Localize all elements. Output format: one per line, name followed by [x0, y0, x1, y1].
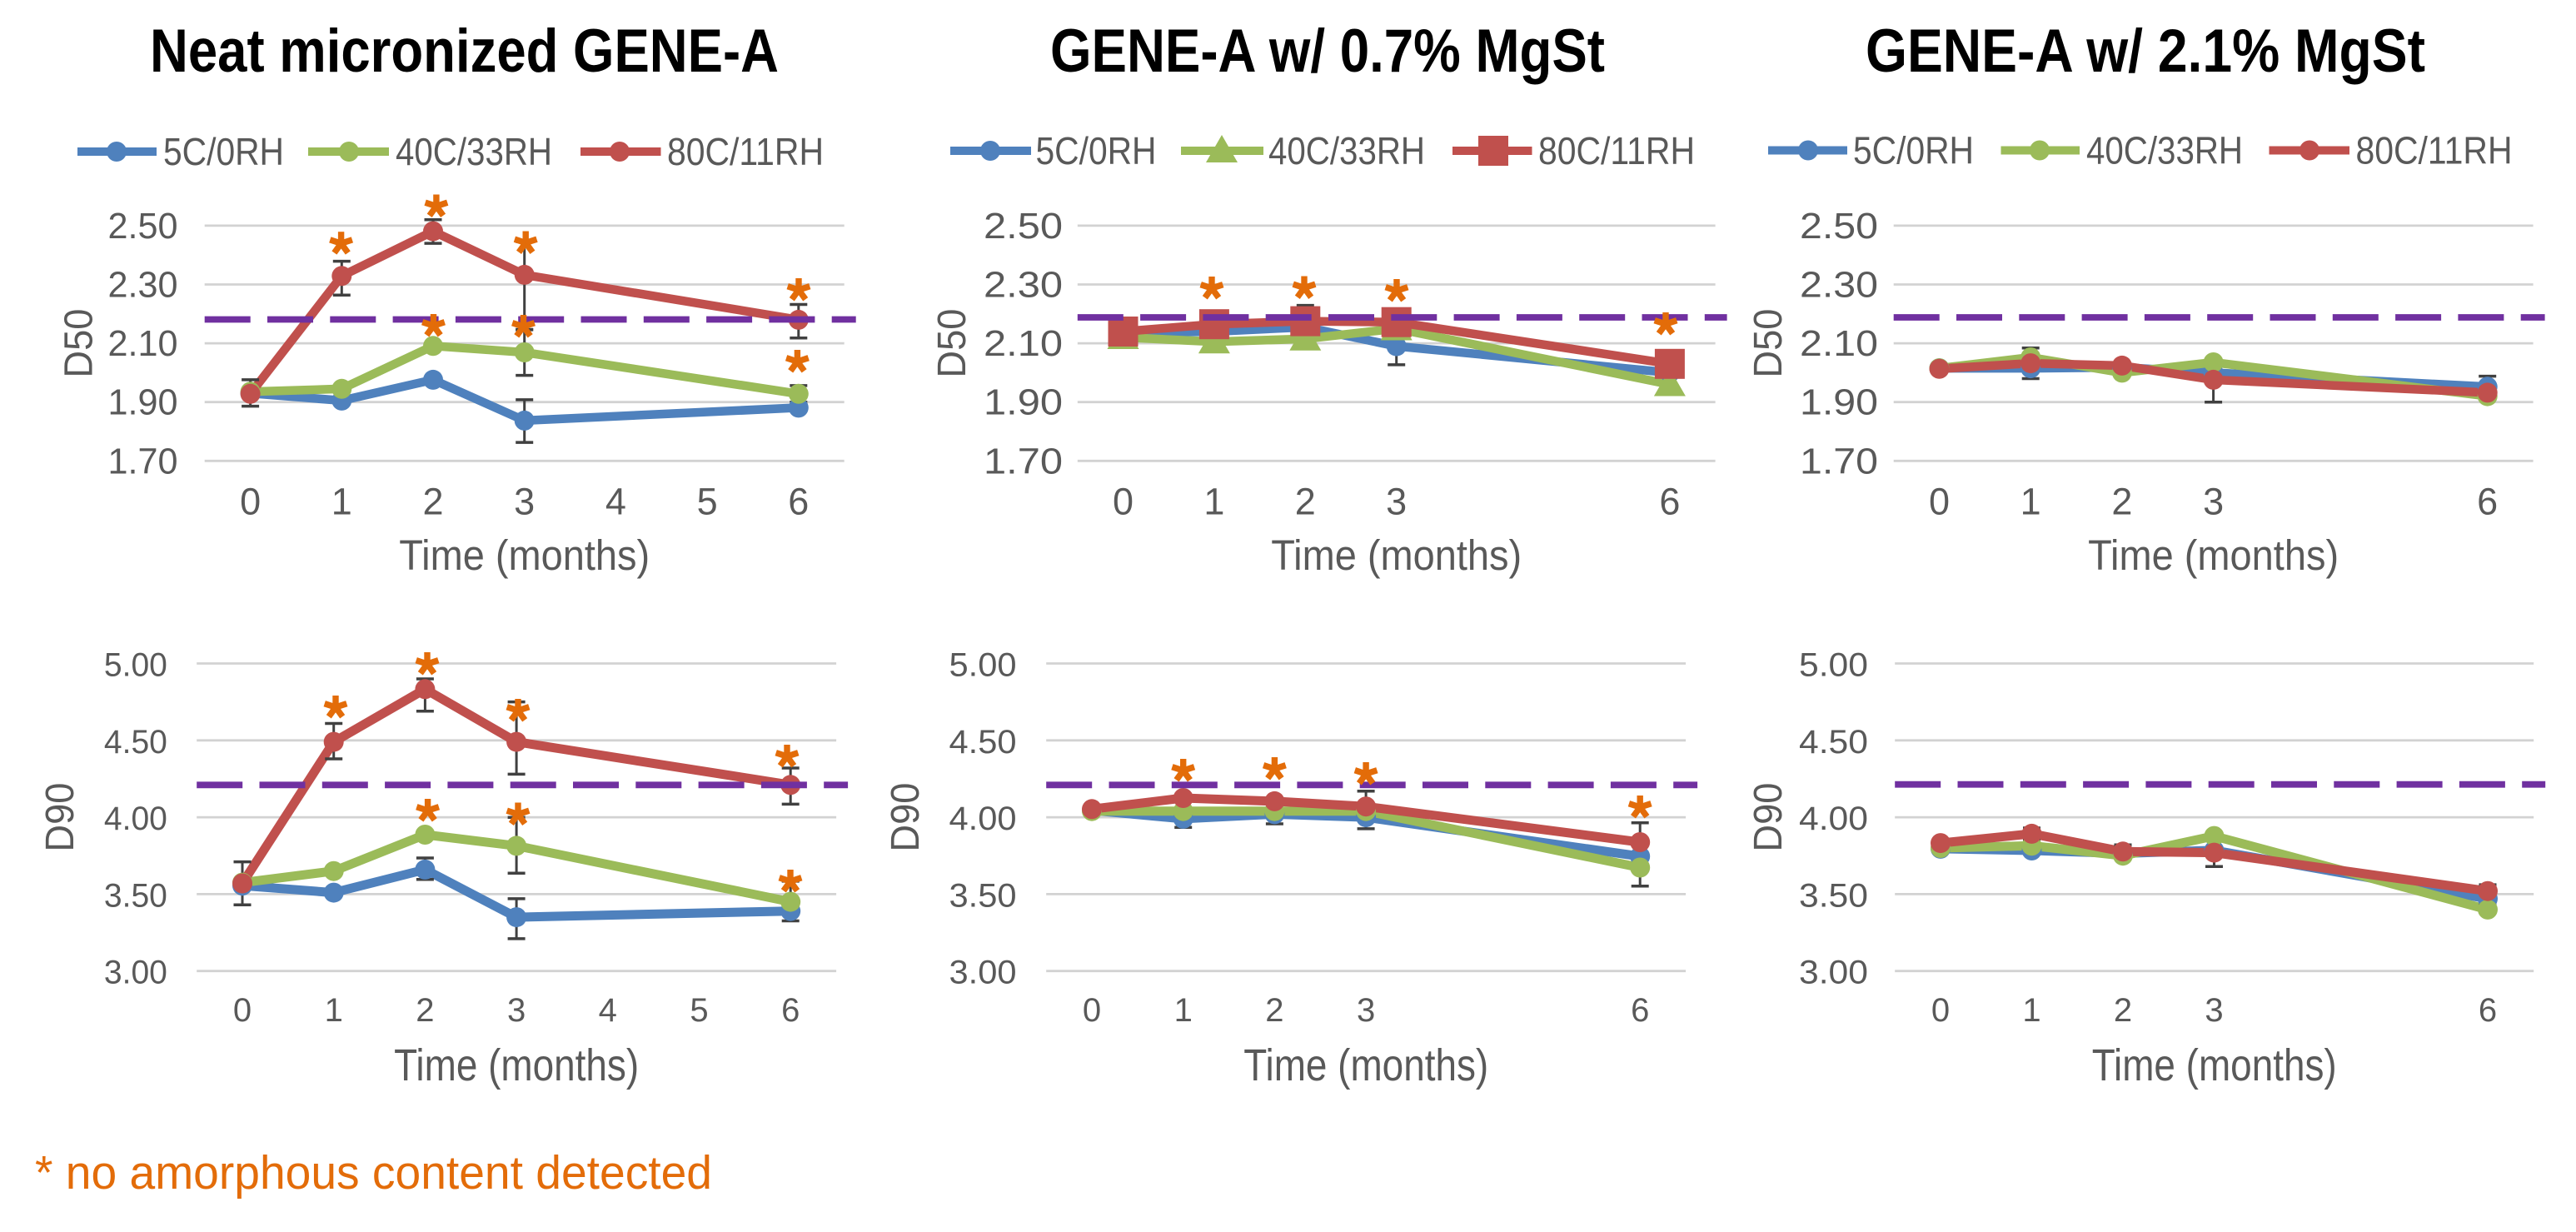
- svg-text:3.00: 3.00: [1799, 955, 1868, 991]
- svg-text:3.50: 3.50: [104, 877, 167, 914]
- svg-text:2.30: 2.30: [108, 265, 178, 306]
- svg-text:5C/0RH: 5C/0RH: [1853, 129, 1974, 172]
- svg-text:80C/11RH: 80C/11RH: [667, 130, 824, 173]
- svg-text:5C/0RH: 5C/0RH: [1036, 129, 1157, 172]
- svg-text:D90: D90: [1746, 783, 1791, 852]
- svg-text:3: 3: [514, 481, 535, 523]
- svg-text:Time (months): Time (months): [2088, 531, 2339, 579]
- svg-text:3: 3: [2205, 992, 2223, 1029]
- svg-text:Time (months): Time (months): [399, 531, 650, 579]
- svg-text:2: 2: [1265, 992, 1283, 1029]
- svg-text:5: 5: [690, 992, 708, 1029]
- svg-text:Neat micronized GENE-A: Neat micronized GENE-A: [150, 17, 779, 85]
- svg-text:2: 2: [422, 481, 443, 523]
- svg-text:4.00: 4.00: [1799, 801, 1868, 837]
- svg-text:6: 6: [1659, 481, 1680, 523]
- svg-text:5: 5: [697, 481, 718, 523]
- svg-text:5.00: 5.00: [104, 647, 167, 684]
- svg-text:5.00: 5.00: [949, 647, 1017, 684]
- svg-text:6: 6: [2477, 481, 2498, 523]
- svg-text:3.50: 3.50: [949, 877, 1017, 914]
- svg-text:4.50: 4.50: [1799, 724, 1868, 761]
- svg-text:2.50: 2.50: [1800, 206, 1878, 247]
- svg-text:1.90: 1.90: [1800, 382, 1878, 423]
- svg-text:D50: D50: [930, 309, 974, 378]
- svg-text:5C/0RH: 5C/0RH: [163, 130, 284, 173]
- svg-text:4: 4: [605, 481, 626, 523]
- svg-text:3: 3: [1357, 992, 1375, 1029]
- svg-text:GENE-A w/ 0.7% MgSt: GENE-A w/ 0.7% MgSt: [1050, 17, 1605, 85]
- svg-text:1.70: 1.70: [984, 441, 1063, 481]
- svg-text:0: 0: [1113, 481, 1134, 523]
- svg-text:2.30: 2.30: [984, 265, 1063, 306]
- svg-text:Time (months): Time (months): [2092, 1040, 2337, 1090]
- svg-text:3.00: 3.00: [949, 955, 1017, 991]
- svg-text:1: 1: [2020, 481, 2041, 523]
- svg-text:0: 0: [1929, 481, 1950, 523]
- svg-text:2.50: 2.50: [108, 206, 178, 247]
- svg-text:5.00: 5.00: [1799, 647, 1868, 684]
- svg-text:3.50: 3.50: [1799, 877, 1868, 914]
- svg-text:4.50: 4.50: [104, 724, 167, 761]
- svg-text:1: 1: [331, 481, 352, 523]
- svg-text:3: 3: [507, 992, 526, 1029]
- svg-text:1: 1: [325, 992, 343, 1029]
- svg-text:6: 6: [788, 481, 809, 523]
- svg-text:0: 0: [240, 481, 261, 523]
- svg-text:4: 4: [599, 992, 617, 1029]
- svg-text:2.10: 2.10: [1800, 323, 1878, 364]
- svg-text:6: 6: [1631, 992, 1649, 1029]
- svg-text:40C/33RH: 40C/33RH: [1268, 129, 1425, 172]
- svg-text:1: 1: [1174, 992, 1193, 1029]
- svg-text:80C/11RH: 80C/11RH: [2356, 129, 2513, 172]
- svg-text:2: 2: [416, 992, 434, 1029]
- svg-text:D50: D50: [1746, 309, 1791, 378]
- svg-text:2: 2: [1295, 481, 1316, 523]
- svg-text:D90: D90: [884, 783, 928, 852]
- svg-text:1.70: 1.70: [1800, 441, 1878, 481]
- svg-text:1.70: 1.70: [108, 441, 178, 481]
- svg-text:1.90: 1.90: [108, 382, 178, 423]
- svg-text:D90: D90: [38, 783, 82, 852]
- svg-text:3.00: 3.00: [104, 955, 167, 991]
- svg-text:Time (months): Time (months): [1271, 531, 1522, 579]
- svg-text:Time (months): Time (months): [394, 1040, 639, 1090]
- svg-text:6: 6: [2479, 992, 2497, 1029]
- svg-text:* no amorphous content detecte: * no amorphous content detected: [35, 1146, 712, 1200]
- svg-text:3: 3: [2203, 481, 2224, 523]
- svg-text:2: 2: [2111, 481, 2132, 523]
- svg-text:2.10: 2.10: [108, 323, 178, 364]
- svg-text:Time (months): Time (months): [1243, 1040, 1488, 1090]
- svg-text:4.00: 4.00: [949, 801, 1017, 837]
- svg-text:40C/33RH: 40C/33RH: [2086, 129, 2243, 172]
- svg-text:6: 6: [781, 992, 800, 1029]
- svg-text:0: 0: [233, 992, 252, 1029]
- svg-text:2.50: 2.50: [984, 206, 1063, 247]
- svg-text:3: 3: [1386, 481, 1407, 523]
- svg-text:80C/11RH: 80C/11RH: [1538, 129, 1695, 172]
- svg-text:0: 0: [1931, 992, 1950, 1029]
- svg-text:GENE-A w/ 2.1% MgSt: GENE-A w/ 2.1% MgSt: [1866, 17, 2425, 85]
- svg-text:0: 0: [1083, 992, 1101, 1029]
- svg-text:D50: D50: [57, 309, 102, 378]
- svg-text:1.90: 1.90: [984, 382, 1063, 423]
- svg-text:4.50: 4.50: [949, 724, 1017, 761]
- svg-text:2: 2: [2114, 992, 2132, 1029]
- svg-text:4.00: 4.00: [104, 801, 167, 837]
- svg-text:2.10: 2.10: [984, 323, 1063, 364]
- svg-text:1: 1: [1203, 481, 1224, 523]
- svg-text:1: 1: [2022, 992, 2040, 1029]
- svg-text:40C/33RH: 40C/33RH: [396, 130, 552, 173]
- svg-text:2.30: 2.30: [1800, 265, 1878, 306]
